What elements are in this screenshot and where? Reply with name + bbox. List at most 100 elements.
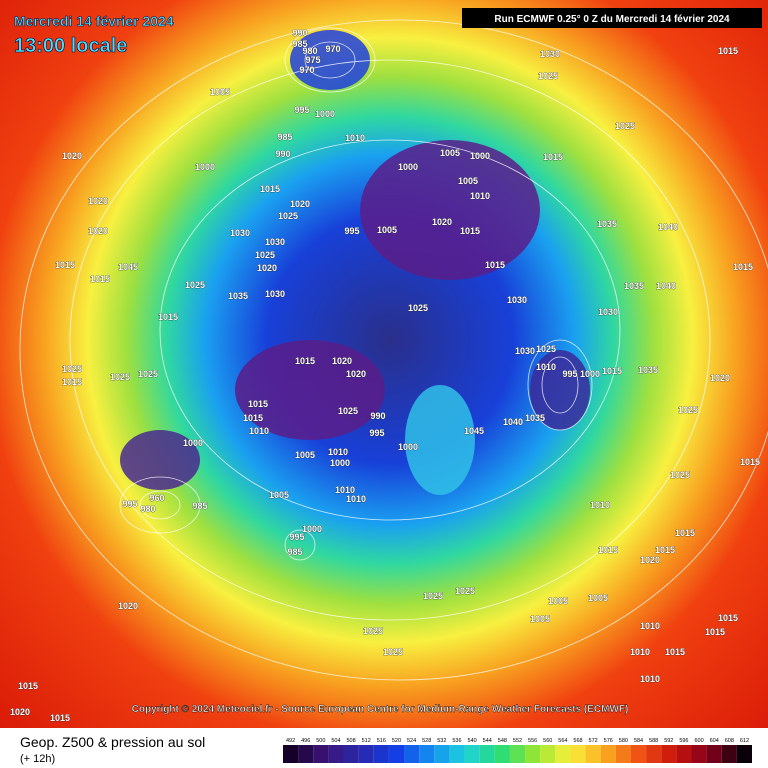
scale-label: 568 [573, 738, 582, 744]
isobar-label: 1025 [110, 372, 130, 382]
isobar-label: 1005 [269, 490, 289, 500]
scale-swatch [646, 745, 662, 763]
isobar-label: 1015 [543, 152, 563, 162]
isobar-label: 1030 [540, 49, 560, 59]
scale-swatch [404, 745, 420, 763]
isobar-label: 1015 [55, 260, 75, 270]
isobar-label: 995 [344, 226, 359, 236]
isobar-label: 1045 [464, 426, 484, 436]
scale-label: 560 [543, 738, 552, 744]
scale-swatch [419, 745, 435, 763]
isobar-label: 1010 [630, 647, 650, 657]
scale-label: 612 [740, 738, 749, 744]
isobar-label: 1025 [538, 71, 558, 81]
isobar-label: 1025 [62, 364, 82, 374]
scale-swatch [464, 745, 480, 763]
scale-swatch [706, 745, 722, 763]
isobar-label: 1035 [597, 219, 617, 229]
isobar-label: 995 [294, 105, 309, 115]
isobar-label: 980 [302, 46, 317, 56]
isobar-label: 995 [122, 499, 137, 509]
isobar-label: 1000 [315, 109, 335, 119]
scale-swatch [600, 745, 616, 763]
isobar-label: 1000 [470, 151, 490, 161]
scale-label: 516 [377, 738, 386, 744]
scale-label: 576 [604, 738, 613, 744]
isobar-label: 1025 [383, 647, 403, 657]
scale-label: 540 [468, 738, 477, 744]
isobar-label: 1020 [10, 707, 30, 717]
isobar-label: 1000 [580, 369, 600, 379]
isobar-label: 1000 [398, 442, 418, 452]
isobar-label: 1020 [640, 555, 660, 565]
isobar-label: 1025 [278, 211, 298, 221]
scale-label: 580 [619, 738, 628, 744]
isobar-label: 1030 [230, 228, 250, 238]
scale-label: 528 [422, 738, 431, 744]
scale-label: 520 [392, 738, 401, 744]
isobar-label: 1010 [346, 494, 366, 504]
run-info: Run ECMWF 0.25° 0 Z du Mercredi 14 févri… [494, 14, 730, 25]
isobar-label: 1015 [655, 545, 675, 555]
isobar-label: 1025 [363, 626, 383, 636]
scale-label: 552 [513, 738, 522, 744]
isobar-label: 1005 [588, 593, 608, 603]
isobar-label: 1015 [675, 528, 695, 538]
isobar-label: 985 [287, 547, 302, 557]
isobar-label: 1015 [733, 262, 753, 272]
isobar-label: 1000 [183, 438, 203, 448]
isobar-label: 1045 [118, 262, 138, 272]
isobar-label: 1015 [665, 647, 685, 657]
scale-label: 604 [710, 738, 719, 744]
isobar-label: 1025 [423, 591, 443, 601]
scale-swatch [283, 745, 299, 763]
isobar-label: 1015 [62, 377, 82, 387]
scale-swatch [570, 745, 586, 763]
isobar-label: 1020 [118, 601, 138, 611]
isobar-label: 1010 [328, 447, 348, 457]
isobar-label: 1035 [638, 365, 658, 375]
isobar-label: 1020 [257, 263, 277, 273]
scale-swatch [736, 745, 752, 763]
scale-swatch [540, 745, 556, 763]
scale-label: 504 [331, 738, 340, 744]
scale-swatch [676, 745, 692, 763]
isobar-label: 1000 [330, 458, 350, 468]
isobar-label: 995 [369, 428, 384, 438]
isobar-label: 985 [192, 501, 207, 511]
date: Mercredi 14 février 2024 [14, 13, 174, 29]
isobar-label: 1015 [460, 226, 480, 236]
copyright: Copyright © 2024 Meteociel.fr - Source E… [132, 704, 629, 715]
scale-swatch [585, 745, 601, 763]
scale-label: 548 [498, 738, 507, 744]
isobar-label: 985 [292, 39, 307, 49]
scale-swatch [388, 745, 405, 763]
scale-label: 556 [528, 738, 537, 744]
scale-swatch [298, 745, 314, 763]
isobar-label: 1015 [602, 366, 622, 376]
isobar-label: 1015 [248, 399, 268, 409]
run-banner [462, 8, 762, 28]
isobar-label: 1015 [740, 457, 760, 467]
isobar-label: 1005 [548, 596, 568, 606]
isobar-label: 1030 [265, 289, 285, 299]
isobar-label: 1015 [90, 274, 110, 284]
isobar-label: 975 [305, 55, 320, 65]
footer-lead: (+ 12h) [20, 753, 55, 765]
isobar-label: 1040 [656, 281, 676, 291]
scale-label: 500 [316, 738, 325, 744]
isobar-label: 990 [275, 149, 290, 159]
scale-swatch [313, 745, 329, 763]
isobar-label: 1020 [88, 226, 108, 236]
time: 13:00 locale [14, 35, 127, 57]
scale-label: 564 [558, 738, 567, 744]
scale-swatch [434, 745, 450, 763]
isobar-label: 1020 [290, 199, 310, 209]
isobar-label: 1020 [332, 356, 352, 366]
scale-label: 572 [589, 738, 598, 744]
geopotential-blobs [120, 30, 590, 495]
isobar-label: 1025 [185, 280, 205, 290]
scale-label: 492 [286, 738, 295, 744]
scale-swatch [555, 745, 571, 763]
